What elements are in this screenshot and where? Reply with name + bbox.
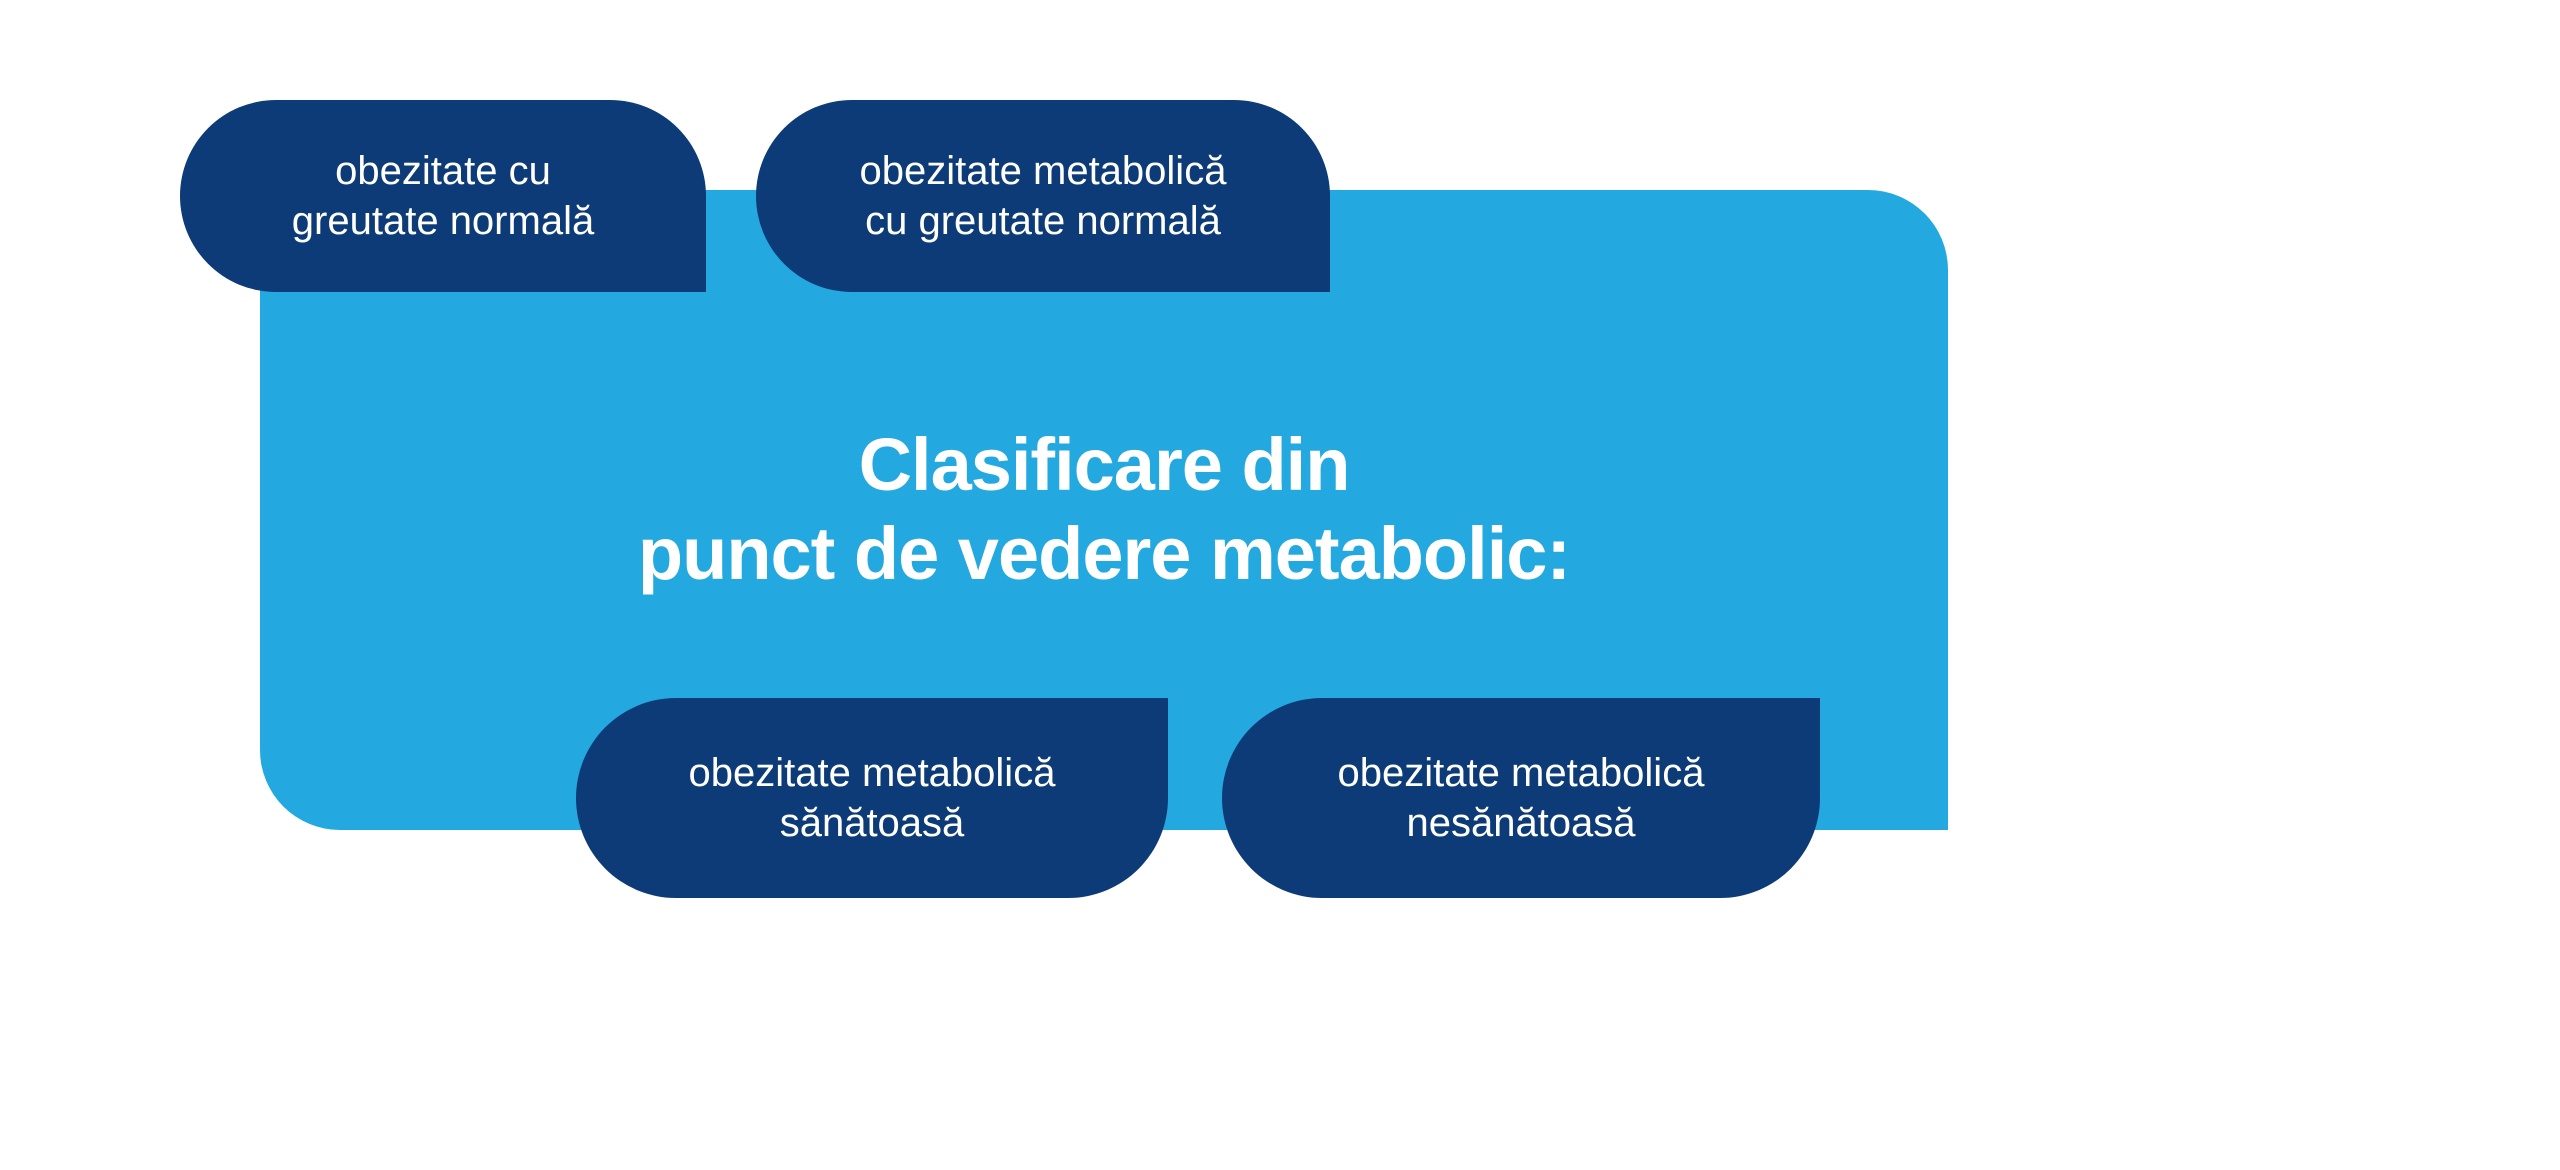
bubble-top-right: obezitate metabolică cu greutate normală <box>756 100 1330 292</box>
bubble-bottom-left: obezitate metabolică sănătoasă <box>576 698 1168 898</box>
center-title-line1: Clasificare din <box>859 423 1350 506</box>
bubble-text: obezitate metabolică sănătoasă <box>689 748 1056 848</box>
bubble-text: obezitate metabolică cu greutate normală <box>860 146 1227 246</box>
bubble-top-left: obezitate cu greutate normală <box>180 100 706 292</box>
center-title-line2: punct de vedere metabolic: <box>638 512 1570 595</box>
bubble-text: obezitate metabolică nesănătoasă <box>1338 748 1705 848</box>
bubble-text: obezitate cu greutate normală <box>292 146 594 246</box>
bubble-line1: obezitate metabolică <box>689 751 1056 795</box>
bubble-line2: greutate normală <box>292 199 594 243</box>
bubble-line2: nesănătoasă <box>1406 801 1635 845</box>
bubble-line1: obezitate cu <box>335 149 551 193</box>
bubble-line2: cu greutate normală <box>865 199 1221 243</box>
bubble-bottom-right: obezitate metabolică nesănătoasă <box>1222 698 1820 898</box>
bubble-line1: obezitate metabolică <box>860 149 1227 193</box>
center-title: Clasificare din punct de vedere metaboli… <box>638 421 1570 599</box>
bubble-line2: sănătoasă <box>780 801 965 845</box>
bubble-line1: obezitate metabolică <box>1338 751 1705 795</box>
